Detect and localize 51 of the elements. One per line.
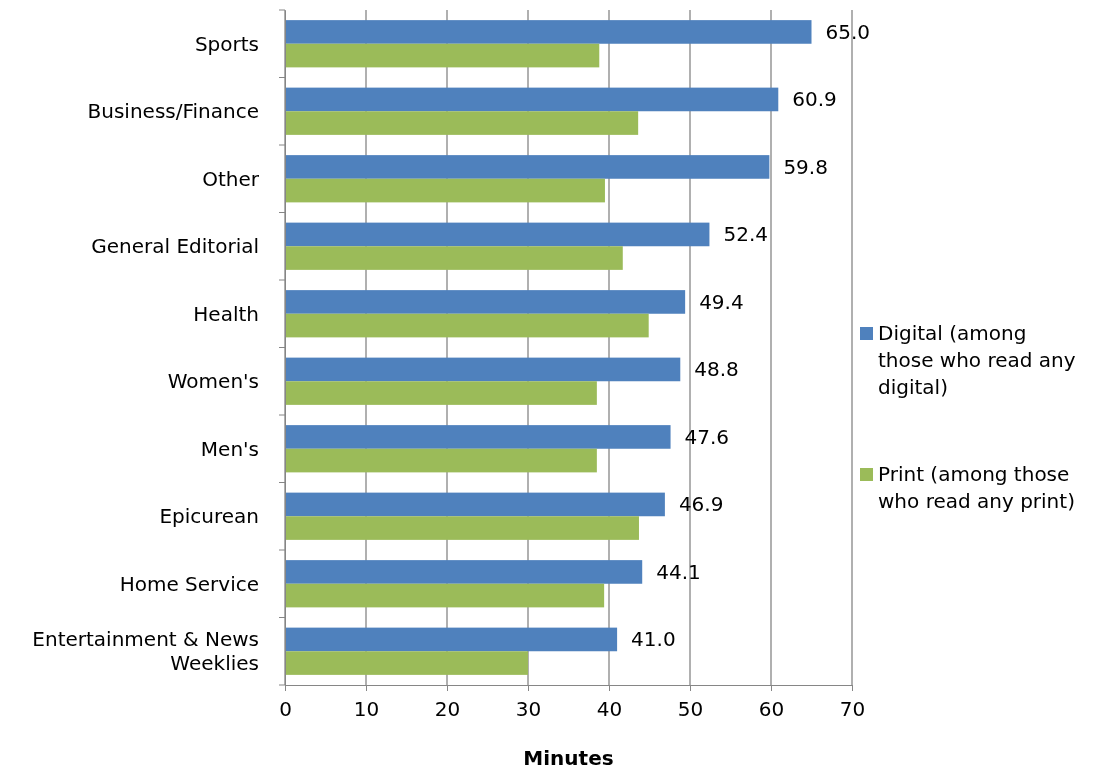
y-tick-label: Sports — [194, 31, 259, 56]
x-axis-title: Minutes — [523, 746, 614, 770]
bar — [285, 651, 528, 675]
data-label: 41.0 — [631, 627, 676, 652]
x-tick-label: 20 — [434, 697, 461, 721]
y-tick-label: Women's — [167, 369, 259, 394]
bar — [285, 43, 600, 68]
bar — [285, 222, 710, 247]
bar — [285, 381, 597, 405]
x-tick-label: 40 — [596, 697, 623, 721]
y-tick-label: Business/Finance — [87, 99, 259, 124]
y-tick-label: Epicurean — [159, 504, 259, 529]
legend-label: Digital (among those who read any digital) — [878, 321, 1076, 399]
x-tick-label: 50 — [677, 697, 704, 721]
data-label: 44.1 — [656, 559, 701, 584]
bar — [285, 111, 639, 135]
y-tick-label: Other — [202, 166, 260, 191]
x-tick-label: 0 — [279, 697, 292, 721]
y-tick-label: Entertainment & News Weeklies — [32, 627, 259, 676]
y-tick-label: Home Service — [119, 571, 259, 596]
bar — [285, 560, 643, 584]
x-tick-label: 60 — [758, 697, 785, 721]
data-label: 65.0 — [825, 19, 871, 44]
data-label: 60.9 — [792, 87, 837, 112]
data-label: 48.8 — [694, 357, 739, 382]
bar — [285, 178, 605, 203]
data-label: 49.4 — [699, 289, 744, 314]
x-tick-label: 70 — [839, 697, 866, 721]
bar — [285, 492, 665, 517]
bar — [285, 246, 623, 270]
bar — [285, 627, 618, 652]
y-tick-label: Men's — [200, 436, 259, 461]
y-tick-label: General Editorial — [91, 234, 259, 259]
x-tick-label: 30 — [515, 697, 542, 721]
legend-label: Print (among those who read any print) — [878, 462, 1075, 513]
bar — [285, 20, 812, 44]
data-label: 52.4 — [723, 222, 768, 247]
data-label: 59.8 — [783, 154, 828, 179]
bar — [285, 448, 597, 473]
x-tick-label: 10 — [353, 697, 380, 721]
bar — [285, 155, 770, 179]
bar — [285, 87, 779, 112]
data-label: 47.6 — [684, 424, 730, 449]
bar — [285, 357, 681, 382]
bar — [285, 313, 649, 338]
y-tick-label: Health — [193, 301, 259, 326]
bar — [285, 516, 639, 540]
bar — [285, 583, 605, 608]
bar — [285, 425, 671, 449]
bar — [285, 290, 686, 314]
data-label: 46.9 — [678, 492, 724, 517]
